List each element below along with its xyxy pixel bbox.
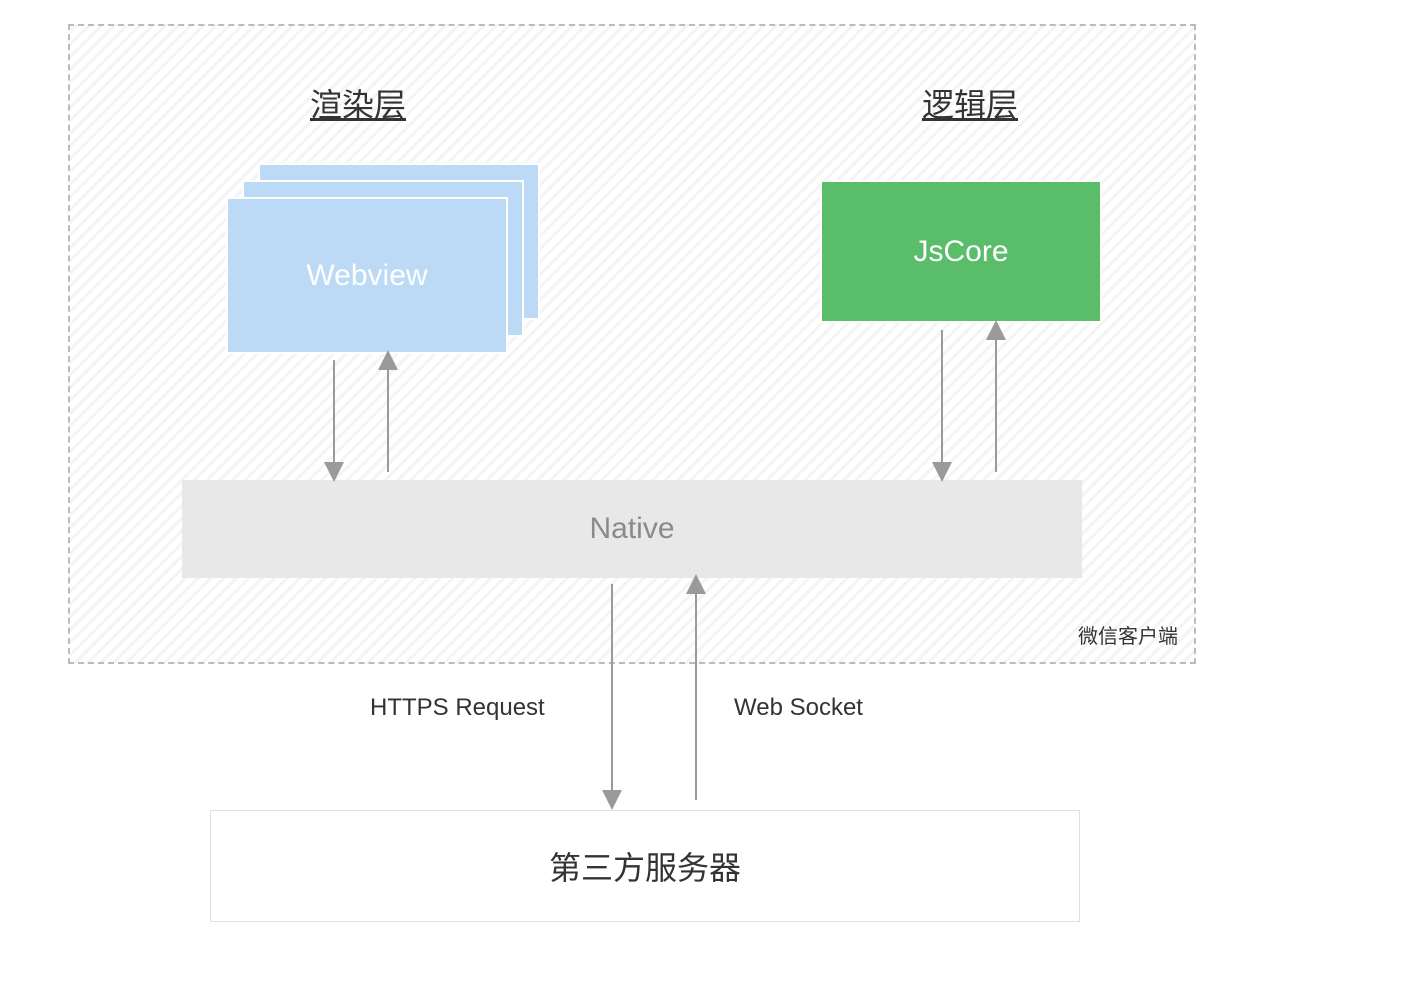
server-label: 第三方服务器 [549, 843, 741, 889]
third-party-server-box: 第三方服务器 [210, 810, 1080, 922]
web-socket-label: Web Socket [734, 694, 863, 722]
https-request-label: HTTPS Request [370, 694, 545, 722]
